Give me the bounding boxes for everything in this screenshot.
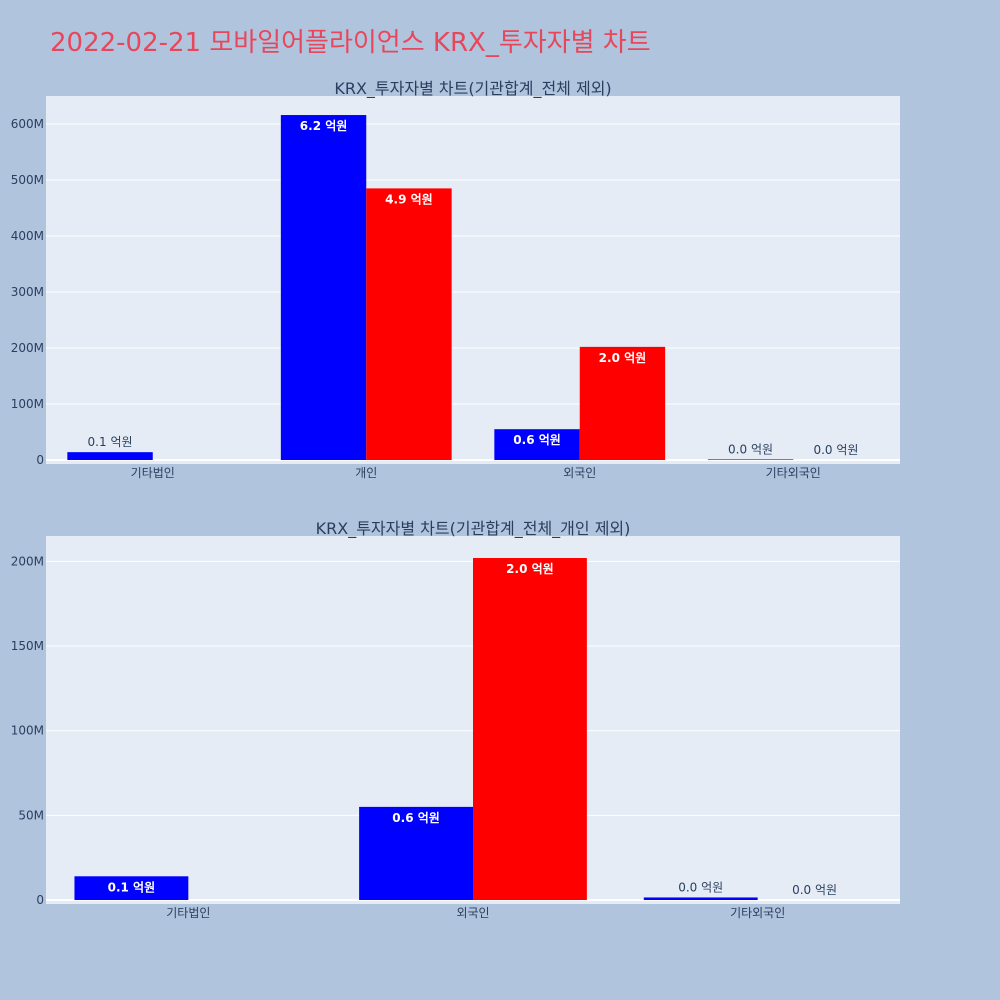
chart-title: KRX_투자자별 차트(기관합계_전체 제외) [334,79,611,99]
data-label: 0.0 억원 [792,883,837,897]
bar [473,558,587,900]
y-tick-label: 100M [11,397,44,411]
data-label: 0.0 억원 [728,442,773,456]
y-tick-label: 150M [11,639,44,653]
y-tick-label: 600M [11,117,44,131]
bar [67,452,153,460]
bar [359,806,473,900]
bar [366,188,452,460]
data-label: 0.1 억원 [108,880,156,894]
bar [643,897,758,900]
y-tick-label: 300M [11,285,44,299]
data-label: 0.0 억원 [813,443,858,457]
bar [74,876,189,900]
data-label: 0.6 억원 [392,811,440,825]
plot-area [46,96,900,464]
data-label: 0.6 억원 [513,433,561,447]
data-label: 4.9 억원 [385,192,433,206]
x-tick-label: 외국인 [456,906,489,920]
y-tick-label: 0 [36,893,44,907]
x-tick-label: 개인 [355,466,377,480]
bar [494,429,580,460]
y-tick-label: 200M [11,554,44,568]
bar [280,115,367,460]
page-title: 2022-02-21 모바일어플라이언스 KRX_투자자별 차트 [50,28,651,58]
y-tick-label: 100M [11,724,44,738]
y-tick-label: 500M [11,173,44,187]
y-tick-label: 50M [18,808,44,822]
data-label: 2.0 억원 [506,562,554,576]
x-tick-label: 기타외국인 [766,466,821,480]
y-tick-label: 0 [36,453,44,467]
bar [707,459,794,460]
data-label: 0.1 억원 [88,435,133,449]
x-tick-label: 기타법인 [131,466,175,480]
data-label: 6.2 억원 [300,119,348,133]
bar [579,346,666,460]
data-label: 2.0 억원 [599,351,647,365]
x-tick-label: 외국인 [563,466,596,480]
x-tick-label: 기타법인 [166,906,210,920]
x-tick-label: 기타외국인 [730,906,785,920]
y-tick-label: 200M [11,341,44,355]
data-label: 0.0 억원 [678,880,723,894]
chart-title: KRX_투자자별 차트(기관합계_전체_개인 제외) [316,519,631,539]
y-tick-label: 400M [11,229,44,243]
